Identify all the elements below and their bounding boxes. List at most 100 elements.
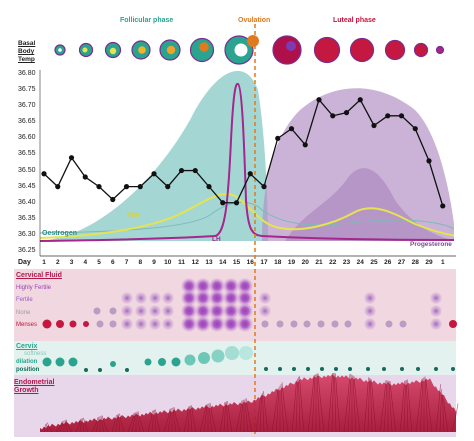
follicle-core <box>58 48 62 52</box>
endometrium-vessel <box>415 378 423 433</box>
endometrium-vessel <box>173 407 181 433</box>
cervix-dot <box>211 349 225 363</box>
day-tick-label: 27 <box>397 259 406 266</box>
cervix-dot <box>110 361 116 367</box>
fluid-level-highly-fertile: Highly Fertile <box>16 285 52 291</box>
bbt-point <box>440 203 446 209</box>
fluid-dot-fertile <box>135 318 147 330</box>
fluid-dot-fertile <box>149 318 161 330</box>
endometrium-vessel <box>403 380 406 433</box>
follicle-core <box>286 41 296 51</box>
endometrium-vessel <box>95 416 100 433</box>
cervix-dot <box>125 368 129 372</box>
cervix-dot <box>225 346 239 360</box>
follicle <box>435 45 445 55</box>
bbt-point <box>371 122 377 129</box>
fluid-dot-highly-fertile <box>237 278 253 294</box>
follicle-core <box>199 42 209 52</box>
endometrium-vessel <box>271 389 279 433</box>
endometrium-vessel <box>291 380 297 433</box>
bbt-point <box>343 110 350 116</box>
endometrium-vessel <box>100 415 105 433</box>
fluid-dot-menses <box>69 320 77 328</box>
endometrium-vessel <box>327 373 333 433</box>
day-tick-label: 21 <box>315 259 323 266</box>
bbt-point <box>41 171 47 177</box>
endometrium-vessel <box>115 414 118 433</box>
endometrium-vessel <box>317 373 325 433</box>
day-tick-label: 13 <box>205 259 213 266</box>
endometrium-vessel <box>262 392 265 433</box>
endometrium-vessel <box>263 391 269 433</box>
endometrium-vessel <box>131 412 136 433</box>
fluid-dot-highly-fertile <box>195 316 211 332</box>
bbt-line <box>43 98 444 207</box>
cervical-fluid-dots <box>42 278 457 332</box>
fluid-dot-none <box>399 320 407 328</box>
day-tick-label: 9 <box>152 259 156 266</box>
day-tick-label: 5 <box>97 259 101 266</box>
bbt-label-line-3: Temp <box>18 56 35 63</box>
temperature-tick-label: 36.70 <box>18 102 36 110</box>
day-tick-label: 14 <box>219 259 227 266</box>
fluid-dot-none <box>385 320 393 328</box>
endometrium-vessel <box>223 402 226 433</box>
endometrium-vessel <box>167 408 172 433</box>
follicle-core <box>234 43 248 57</box>
endometrium-vessel <box>439 388 442 433</box>
cervix-dot <box>320 367 324 371</box>
fluid-dot-fertile <box>162 292 174 304</box>
fluid-dot-fertile <box>121 292 133 304</box>
temperature-tick-label: 36.40 <box>18 198 36 206</box>
endometrium-vessel <box>111 414 117 433</box>
fluid-dot-highly-fertile <box>237 316 253 332</box>
bbt-point <box>398 113 405 119</box>
fluid-dot-fertile <box>149 305 161 317</box>
endometrium-vessel <box>311 374 316 433</box>
bbt-point <box>137 184 143 190</box>
cervix-dot <box>416 367 420 371</box>
endometrium-vessel <box>335 373 341 433</box>
follicle-row <box>54 35 445 65</box>
day-tick-label: 1 <box>42 259 46 266</box>
cervix-dot <box>84 368 88 372</box>
bbt-point <box>330 113 336 119</box>
endometrial-growth-tissue <box>40 372 459 433</box>
follicle <box>272 35 302 65</box>
cervix-dot <box>292 367 296 371</box>
endometrium-vessel <box>407 379 413 433</box>
endometrium-vessel <box>307 375 315 433</box>
endometrium-vessel <box>245 398 253 433</box>
endometrium-vessel <box>101 415 109 433</box>
fluid-dot-highly-fertile <box>181 303 197 319</box>
cervix-dot <box>98 368 102 372</box>
bbt-point <box>55 184 61 190</box>
bbt-point <box>110 196 116 203</box>
endometrium-vessel <box>127 413 135 433</box>
fluid-dot-highly-fertile <box>181 278 197 294</box>
cervix-dot <box>434 367 438 371</box>
day-tick-label: 10 <box>164 259 172 266</box>
day-tick-label: 15 <box>232 259 241 266</box>
endometrium-vessel <box>353 376 361 433</box>
day-tick-label: 7 <box>124 259 129 266</box>
day-tick-label: 22 <box>329 259 337 266</box>
follicle-core <box>82 47 88 53</box>
day-tick-label: 11 <box>178 259 185 266</box>
fluid-dot-fertile <box>430 305 442 317</box>
fluid-dot-none <box>109 307 117 315</box>
endometrium-vessel <box>79 418 82 433</box>
endometrium-vessel <box>419 378 424 433</box>
fluid-dot-highly-fertile <box>223 303 239 319</box>
endometrium-vessel <box>451 403 459 433</box>
fluid-dot-highly-fertile <box>181 290 197 306</box>
bbt-point <box>151 171 157 177</box>
bbt-point <box>206 184 212 190</box>
endometrium-vessel <box>136 411 141 433</box>
follicle-core <box>109 47 117 55</box>
cervix-dot <box>239 346 253 360</box>
bbt-point <box>288 126 295 132</box>
temperature-tick-label: 36.35 <box>18 214 36 222</box>
endometrium-vessel <box>406 380 409 433</box>
cervix-dilation-label: dilation <box>16 359 38 365</box>
